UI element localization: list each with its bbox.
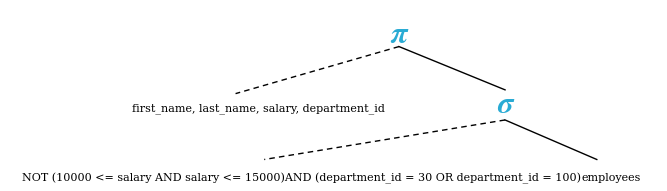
Text: σ: σ (498, 91, 513, 118)
Text: π: π (390, 22, 408, 49)
Text: first_name, last_name, salary, department_id: first_name, last_name, salary, departmen… (132, 103, 385, 114)
Text: employees: employees (582, 173, 641, 183)
Text: NOT (10000 <= salary AND salary <= 15000)AND (department_id = 30 OR department_i: NOT (10000 <= salary AND salary <= 15000… (22, 173, 581, 184)
